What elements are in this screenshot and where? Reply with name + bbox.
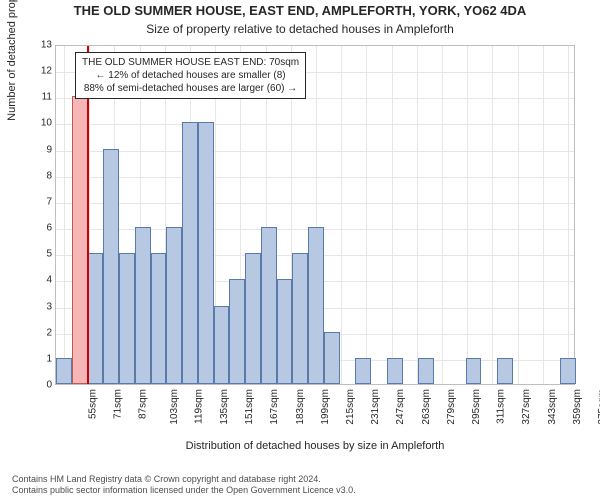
xtick-label: 55sqm <box>87 389 98 419</box>
footer-line-2: Contains public sector information licen… <box>12 485 356 496</box>
info-line-1: THE OLD SUMMER HOUSE EAST END: 70sqm <box>82 56 299 69</box>
histogram-bar <box>497 358 513 384</box>
histogram-bar <box>151 253 167 384</box>
ytick-label: 4 <box>22 275 52 286</box>
xtick-label: 295sqm <box>471 389 482 425</box>
ytick-label: 5 <box>22 249 52 260</box>
histogram-bar <box>229 279 245 384</box>
ytick-label: 10 <box>22 118 52 129</box>
histogram-bar <box>166 227 182 384</box>
xtick-label: 359sqm <box>572 389 583 425</box>
xtick-label: 215sqm <box>345 389 356 425</box>
histogram-bar <box>214 306 230 384</box>
footer-line-1: Contains HM Land Registry data © Crown c… <box>12 474 356 485</box>
y-axis-label: Number of detached properties <box>6 0 18 215</box>
histogram-bar <box>182 122 198 384</box>
xtick-label: 231sqm <box>370 389 381 425</box>
histogram-bar <box>466 358 482 384</box>
xtick-label: 247sqm <box>396 389 407 425</box>
histogram-bar <box>324 332 340 384</box>
xtick-label: 103sqm <box>169 389 180 425</box>
info-line-2: ← 12% of detached houses are smaller (8) <box>82 69 299 82</box>
ytick-label: 2 <box>22 327 52 338</box>
histogram-bar <box>245 253 261 384</box>
xtick-label: 87sqm <box>138 389 149 419</box>
histogram-bar <box>135 227 151 384</box>
histogram-bar <box>308 227 324 384</box>
info-box: THE OLD SUMMER HOUSE EAST END: 70sqm ← 1… <box>75 52 306 99</box>
histogram-bar <box>103 149 119 384</box>
ytick-label: 8 <box>22 170 52 181</box>
info-line-3: 88% of semi-detached houses are larger (… <box>82 82 299 95</box>
histogram-bar <box>355 358 371 384</box>
ytick-label: 1 <box>22 353 52 364</box>
histogram-bar <box>261 227 277 384</box>
histogram-bar <box>198 122 214 384</box>
footer-credits: Contains HM Land Registry data © Crown c… <box>12 474 356 497</box>
histogram-bar <box>292 253 308 384</box>
ytick-label: 13 <box>22 40 52 51</box>
xtick-label: 311sqm <box>496 389 507 424</box>
xtick-label: 119sqm <box>193 389 204 424</box>
chart-container: THE OLD SUMMER HOUSE, EAST END, AMPLEFOR… <box>0 0 600 500</box>
xtick-label: 71sqm <box>113 389 124 419</box>
chart-title: THE OLD SUMMER HOUSE, EAST END, AMPLEFOR… <box>0 3 600 18</box>
xtick-label: 327sqm <box>522 389 533 425</box>
xtick-label: 263sqm <box>421 389 432 425</box>
ytick-label: 6 <box>22 223 52 234</box>
histogram-bar <box>418 358 434 384</box>
xtick-label: 135sqm <box>219 389 230 425</box>
ytick-label: 3 <box>22 301 52 312</box>
chart-subtitle: Size of property relative to detached ho… <box>0 22 600 36</box>
histogram-bar <box>72 96 88 384</box>
ytick-label: 12 <box>22 66 52 77</box>
ytick-label: 11 <box>22 92 52 103</box>
histogram-bar <box>277 279 293 384</box>
xtick-label: 279sqm <box>446 389 457 425</box>
xtick-label: 183sqm <box>295 389 306 425</box>
ytick-label: 9 <box>22 144 52 155</box>
xtick-label: 167sqm <box>269 389 280 425</box>
histogram-bar <box>88 253 104 384</box>
histogram-bar <box>387 358 403 384</box>
ytick-label: 7 <box>22 196 52 207</box>
x-axis-label: Distribution of detached houses by size … <box>55 440 575 452</box>
xtick-label: 199sqm <box>320 389 331 425</box>
histogram-bar <box>560 358 576 384</box>
histogram-bar <box>56 358 72 384</box>
histogram-bar <box>119 253 135 384</box>
xtick-label: 343sqm <box>547 389 558 425</box>
xtick-label: 151sqm <box>244 389 255 425</box>
ytick-label: 0 <box>22 380 52 391</box>
